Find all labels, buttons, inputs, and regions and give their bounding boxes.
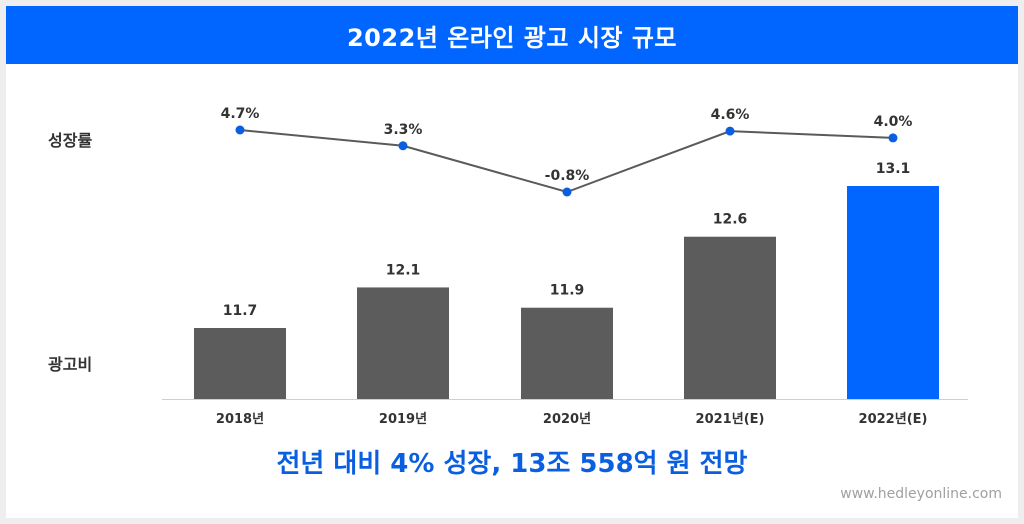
bar-value-label-1: 11.7 bbox=[223, 303, 258, 319]
x-tick-label-5: 2022년(E) bbox=[859, 412, 928, 427]
growth-value-label-5: 4.0% bbox=[874, 114, 913, 130]
growth-point-3 bbox=[562, 187, 572, 197]
growth-value-label-3: -0.8% bbox=[545, 168, 590, 184]
growth-rate-label: 성장률 bbox=[48, 131, 93, 150]
x-tick-label-4: 2021년(E) bbox=[696, 412, 765, 427]
bar-5 bbox=[847, 186, 939, 399]
x-tick-label-1: 2018년 bbox=[216, 412, 264, 427]
bar-value-label-2: 12.1 bbox=[386, 262, 421, 278]
growth-value-label-1: 4.7% bbox=[221, 106, 260, 122]
bar-value-label-5: 13.1 bbox=[876, 161, 911, 177]
headline: 전년 대비 4% 성장, 13조 558억 원 전망 bbox=[276, 449, 748, 479]
x-tick-label-3: 2020년 bbox=[543, 412, 591, 427]
bar-4 bbox=[684, 236, 776, 399]
x-tick-label-2: 2019년 bbox=[379, 412, 427, 427]
bar-3 bbox=[521, 307, 613, 399]
growth-value-label-2: 3.3% bbox=[384, 122, 423, 138]
growth-point-2 bbox=[398, 141, 408, 151]
bar-value-label-3: 11.9 bbox=[550, 283, 585, 299]
bar-2 bbox=[357, 287, 449, 399]
growth-value-label-4: 4.6% bbox=[711, 107, 750, 123]
chart-title: 2022년 온라인 광고 시장 규모 bbox=[346, 23, 678, 52]
growth-point-1 bbox=[235, 125, 245, 135]
growth-point-4 bbox=[725, 126, 735, 136]
bar-value-label-4: 12.6 bbox=[713, 212, 748, 228]
bar-1 bbox=[194, 328, 286, 399]
watermark: www.hedleyonline.com bbox=[840, 486, 1002, 502]
header-banner: 2022년 온라인 광고 시장 규모 bbox=[6, 6, 1018, 64]
ad-spend-label: 광고비 bbox=[48, 355, 93, 374]
growth-point-5 bbox=[888, 133, 898, 143]
